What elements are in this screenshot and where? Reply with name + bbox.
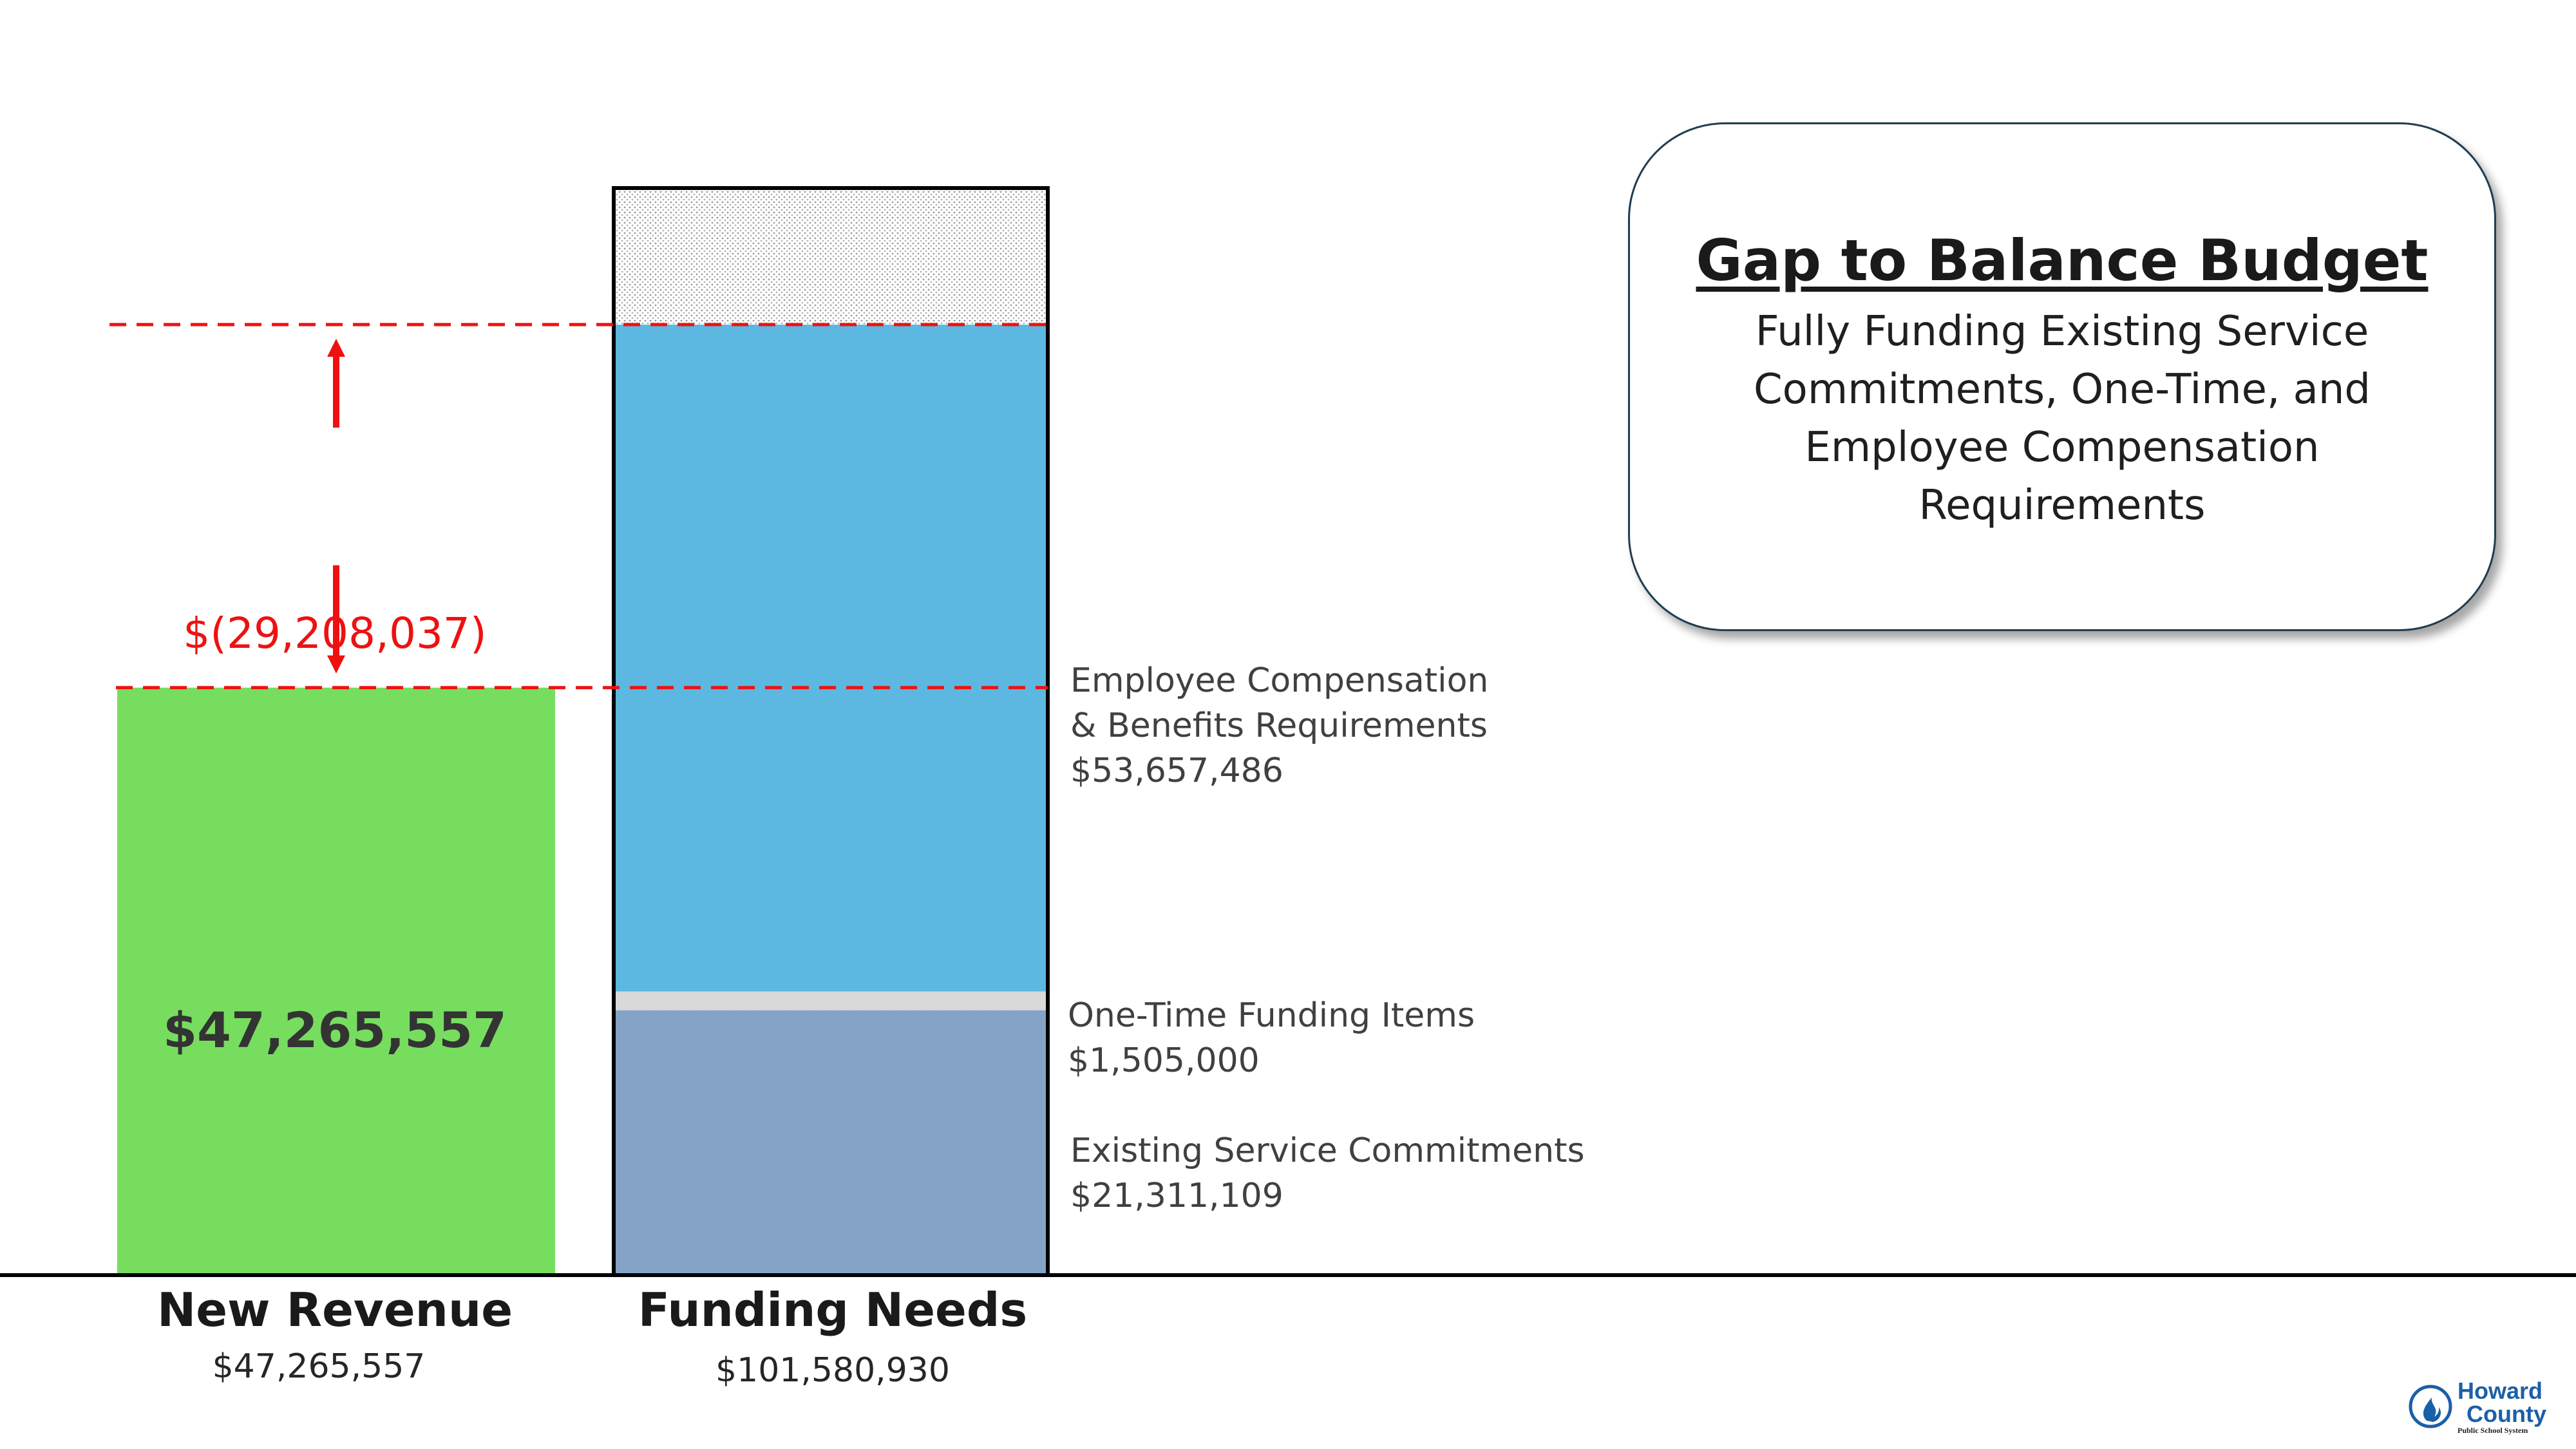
gap-arrow-up-head <box>327 339 345 357</box>
segment-value-existing: $21,311,109 <box>1070 1177 1283 1215</box>
gap-value-label: $(29,208,037) <box>183 609 487 658</box>
gap-arrow-down-head <box>327 655 345 674</box>
segment-value-one-time: $1,505,000 <box>1068 1041 1260 1080</box>
gap-callout-box: Gap to Balance Budget Fully Funding Exis… <box>1628 122 2496 631</box>
district-logo: Howard County Public School System <box>2407 1377 2562 1435</box>
logo-line2: County <box>2467 1401 2546 1427</box>
segment-bar-existing <box>614 1010 1048 1275</box>
segment-value-employee: $53,657,486 <box>1070 752 1283 790</box>
segment-name-one-time: One-Time Funding Items <box>1068 996 1475 1035</box>
category-label-funding-needs: Funding Needs <box>638 1283 1028 1337</box>
category-label-new-revenue: New Revenue <box>156 1283 513 1337</box>
segment-name-existing: Existing Service Commitments <box>1070 1132 1585 1170</box>
callout-subtitle: Fully Funding Existing Service Commitmen… <box>1753 308 2371 529</box>
segment-name-employee-line1: Employee Compensation <box>1070 661 1489 700</box>
revenue-bar-value: $47,265,557 <box>163 1001 507 1059</box>
revenue-bar <box>117 687 555 1275</box>
segment-bar-one-time <box>614 991 1048 1010</box>
category-total-new-revenue: $47,265,557 <box>212 1347 426 1386</box>
segment-bar-employee <box>614 325 1048 992</box>
category-total-funding-needs: $101,580,930 <box>715 1351 950 1390</box>
logo-tagline: Public School System <box>2458 1426 2528 1435</box>
segment-name-employee-line2: & Benefits Requirements <box>1070 706 1488 745</box>
callout-title: Gap to Balance Budget <box>1696 227 2429 294</box>
logo-line1: Howard <box>2458 1378 2543 1404</box>
flame-icon <box>2409 1385 2452 1428</box>
